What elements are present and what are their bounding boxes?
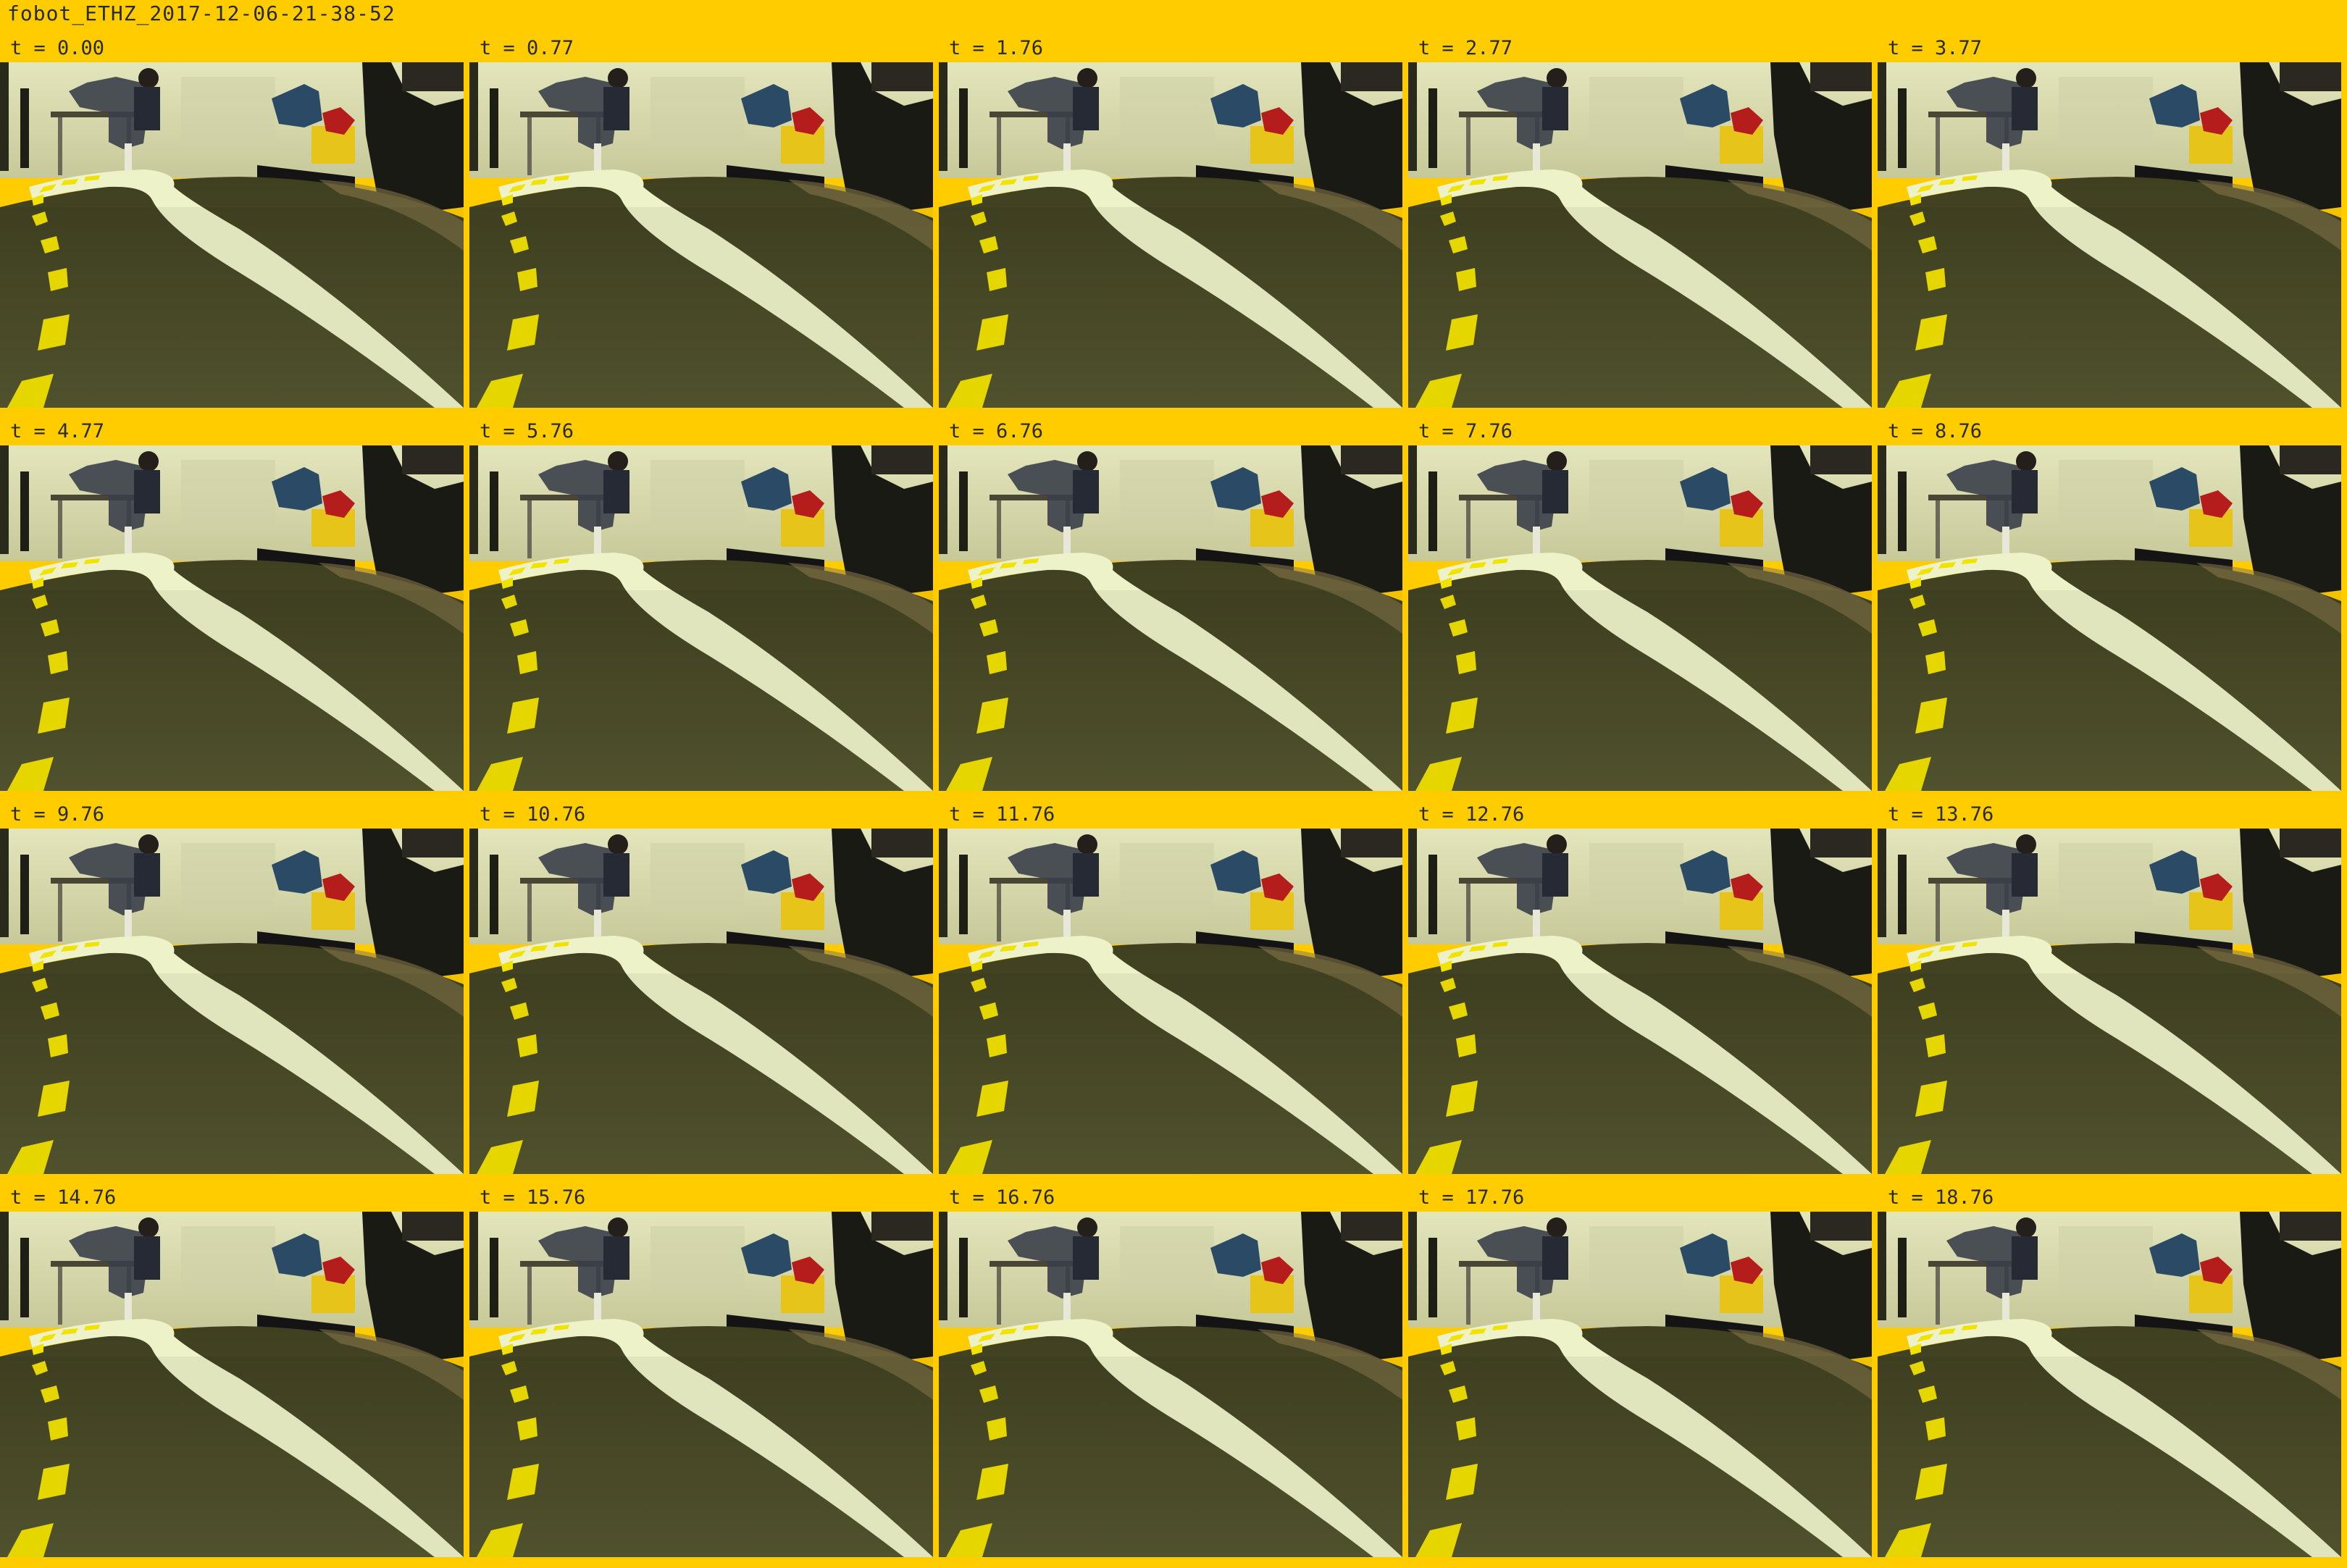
frame-cell-12: t = 11.76 xyxy=(939,802,1402,1185)
frame-cell-13: t = 12.76 xyxy=(1408,802,1872,1185)
timestamp-label: t = 17.76 xyxy=(1418,1186,1525,1209)
camera-frame-image-5 xyxy=(0,445,464,791)
timestamp-label: t = 11.76 xyxy=(949,803,1055,826)
timestamp-label: t = 18.76 xyxy=(1888,1186,1994,1209)
frame-cell-5: t = 4.77 xyxy=(0,419,464,802)
frame-cell-15: t = 14.76 xyxy=(0,1185,464,1568)
frame-cell-18: t = 17.76 xyxy=(1408,1185,1872,1568)
camera-frame-image-14 xyxy=(1878,829,2341,1174)
frame-cell-14: t = 13.76 xyxy=(1878,802,2341,1185)
frame-cell-16: t = 15.76 xyxy=(469,1185,933,1568)
camera-frame-image-9 xyxy=(1878,445,2341,791)
camera-frame-image-12 xyxy=(939,829,1402,1174)
camera-frame-image-3 xyxy=(1408,62,1872,408)
camera-frame-image-16 xyxy=(469,1212,933,1557)
camera-frame-image-13 xyxy=(1408,829,1872,1174)
frame-cell-4: t = 3.77 xyxy=(1878,35,2341,419)
camera-frame-image-11 xyxy=(469,829,933,1174)
camera-frame-image-2 xyxy=(939,62,1402,408)
camera-frame-image-19 xyxy=(1878,1212,2341,1557)
timestamp-label: t = 5.76 xyxy=(480,420,574,443)
frame-cell-9: t = 8.76 xyxy=(1878,419,2341,802)
timestamp-label: t = 7.76 xyxy=(1418,420,1513,443)
timestamp-label: t = 1.76 xyxy=(949,37,1044,59)
timestamp-label: t = 15.76 xyxy=(480,1186,586,1209)
timestamp-label: t = 9.76 xyxy=(10,803,105,826)
timestamp-label: t = 13.76 xyxy=(1888,803,1994,826)
frame-cell-1: t = 0.77 xyxy=(469,35,933,419)
timestamp-label: t = 12.76 xyxy=(1418,803,1525,826)
frame-cell-3: t = 2.77 xyxy=(1408,35,1872,419)
frame-cell-17: t = 16.76 xyxy=(939,1185,1402,1568)
frame-cell-10: t = 9.76 xyxy=(0,802,464,1185)
frame-cell-19: t = 18.76 xyxy=(1878,1185,2341,1568)
timestamp-label: t = 6.76 xyxy=(949,420,1044,443)
timestamp-label: t = 0.00 xyxy=(10,37,105,59)
timestamp-label: t = 3.77 xyxy=(1888,37,1983,59)
frame-cell-6: t = 5.76 xyxy=(469,419,933,802)
frame-cell-11: t = 10.76 xyxy=(469,802,933,1185)
timestamp-label: t = 10.76 xyxy=(480,803,586,826)
camera-frame-image-8 xyxy=(1408,445,1872,791)
camera-frame-image-17 xyxy=(939,1212,1402,1557)
timestamp-label: t = 4.77 xyxy=(10,420,105,443)
camera-frame-image-6 xyxy=(469,445,933,791)
frame-cell-2: t = 1.76 xyxy=(939,35,1402,419)
camera-frame-image-15 xyxy=(0,1212,464,1557)
timestamp-label: t = 16.76 xyxy=(949,1186,1055,1209)
timestamp-label: t = 14.76 xyxy=(10,1186,117,1209)
sequence-title: fobot_ETHZ_2017-12-06-21-38-52 xyxy=(7,1,396,25)
camera-frame-image-18 xyxy=(1408,1212,1872,1557)
camera-frame-image-10 xyxy=(0,829,464,1174)
timestamp-label: t = 0.77 xyxy=(480,37,574,59)
camera-frame-image-4 xyxy=(1878,62,2341,408)
frame-cell-7: t = 6.76 xyxy=(939,419,1402,802)
camera-frame-image-1 xyxy=(469,62,933,408)
frame-cell-8: t = 7.76 xyxy=(1408,419,1872,802)
camera-frame-image-0 xyxy=(0,62,464,408)
frame-cell-0: t = 0.00 xyxy=(0,35,464,419)
timestamp-label: t = 8.76 xyxy=(1888,420,1983,443)
camera-frame-image-7 xyxy=(939,445,1402,791)
timestamp-label: t = 2.77 xyxy=(1418,37,1513,59)
